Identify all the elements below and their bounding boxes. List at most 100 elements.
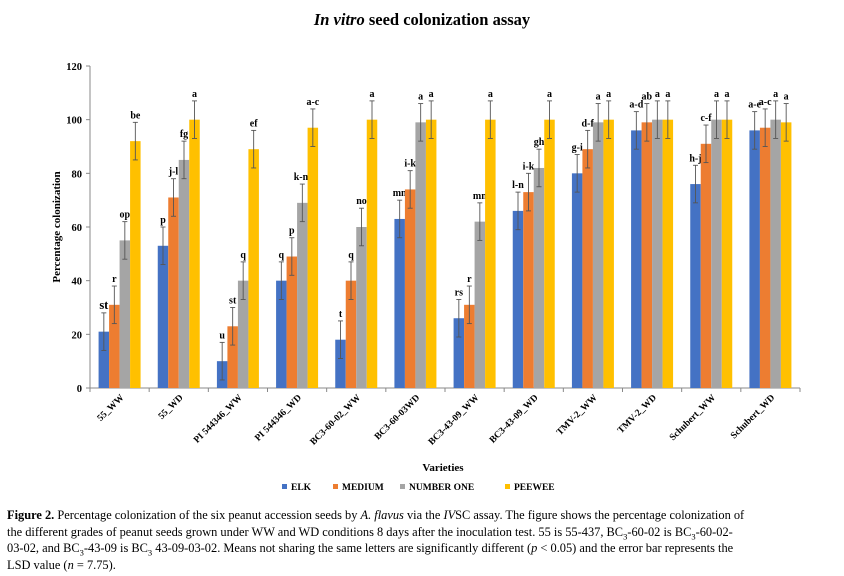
- bar-number-one: [119, 240, 131, 388]
- y-tick-label: 80: [72, 169, 83, 180]
- significance-label: st: [229, 296, 237, 307]
- legend-swatch: [333, 484, 338, 489]
- bar-number-one: [533, 167, 545, 388]
- bar-number-one: [415, 122, 426, 388]
- significance-label: ef: [250, 118, 258, 129]
- significance-label: a-c: [306, 97, 319, 108]
- significance-label: a: [725, 89, 730, 100]
- caption-lead: Figure 2.: [7, 508, 55, 522]
- y-tick-label: 40: [72, 277, 83, 288]
- significance-label: no: [356, 196, 367, 207]
- bar-peewee: [248, 149, 259, 388]
- legend-swatch: [505, 484, 510, 489]
- significance-label: gh: [534, 137, 545, 148]
- significance-label: c-f: [700, 113, 712, 124]
- significance-label: i-k: [404, 159, 416, 170]
- bar-number-one: [652, 119, 663, 389]
- significance-label: a: [370, 89, 375, 100]
- x-tick-label: 55_WW: [96, 393, 127, 424]
- legend-label: ELK: [291, 483, 312, 493]
- figure-caption: Figure 2. Percentage colonization of the…: [7, 507, 844, 573]
- legend: ELK MEDIUM NUMBER ONE PEEWEE: [282, 483, 555, 493]
- significance-label: q: [348, 250, 354, 261]
- bar-elk: [98, 331, 110, 388]
- significance-label: a: [773, 89, 778, 100]
- significance-label: a: [547, 89, 552, 100]
- x-tick-label: BC3-43-09_WW: [427, 393, 482, 448]
- bar-elk: [276, 280, 287, 388]
- significance-label: q: [279, 250, 285, 261]
- significance-label: a: [714, 89, 719, 100]
- caption-line-4: LSD value (n = 7.75).: [7, 557, 116, 572]
- significance-label: a-e: [748, 100, 761, 111]
- x-tick-label: BC3-60-02_WW: [309, 393, 364, 448]
- bar-medium: [227, 326, 238, 388]
- bar-peewee: [662, 119, 674, 389]
- significance-label: a: [596, 92, 601, 103]
- significance-label: mn: [393, 188, 407, 199]
- bar-peewee: [780, 122, 792, 388]
- bar-medium: [523, 192, 534, 388]
- bar-elk: [749, 130, 760, 388]
- x-axis-label: Varieties: [422, 462, 464, 474]
- bar-medium: [345, 280, 357, 388]
- bar-elk: [394, 218, 405, 388]
- x-tick-label: Schubert_WD: [729, 393, 777, 441]
- significance-label: a: [606, 89, 611, 100]
- significance-label: j-l: [168, 167, 179, 178]
- bar-medium: [582, 149, 593, 388]
- y-axis-label: Percentage colonization: [51, 171, 63, 282]
- bar-medium: [286, 256, 298, 388]
- y-tick-label: 60: [72, 223, 83, 234]
- significance-label: q: [240, 250, 246, 261]
- significance-label: t: [339, 309, 343, 320]
- bar-number-one: [474, 221, 486, 388]
- significance-label: u: [219, 330, 225, 341]
- x-tick-label: PI 544346_WW: [192, 393, 245, 446]
- significance-label: a: [418, 92, 423, 103]
- legend-label: MEDIUM: [342, 483, 384, 493]
- bar-medium: [759, 127, 771, 388]
- bar-number-one: [770, 119, 781, 389]
- significance-label: a: [665, 89, 670, 100]
- significance-label: a: [655, 89, 660, 100]
- bar-medium: [700, 143, 712, 388]
- bar-elk: [512, 210, 524, 388]
- legend-label: NUMBER ONE: [409, 483, 474, 493]
- bar-peewee: [366, 119, 378, 389]
- bar-peewee: [544, 119, 555, 389]
- bar-peewee: [721, 119, 733, 389]
- significance-label: a: [784, 92, 789, 103]
- significance-label: r: [467, 274, 472, 285]
- legend-label: PEEWEE: [514, 483, 555, 493]
- bar-elk: [157, 245, 169, 388]
- x-tick-label: 55_WD: [157, 393, 186, 422]
- bar-elk: [335, 339, 346, 388]
- bar-peewee: [485, 119, 496, 389]
- bar-number-one: [592, 122, 604, 388]
- bar-elk: [690, 184, 701, 388]
- caption-line-3: 03-02, and BC3-43-09 is BC3 43-09-03-02.…: [7, 541, 734, 558]
- significance-label: k-m: [294, 172, 312, 183]
- significance-label: fg: [180, 129, 188, 140]
- x-tick-label: TMV-2_WW: [555, 393, 600, 438]
- legend-swatch: [282, 484, 287, 489]
- caption-line-1: Figure 2. Percentage colonization of the…: [7, 508, 745, 522]
- bar-elk: [453, 318, 465, 388]
- bar-elk: [631, 130, 642, 388]
- x-tick-label: BC3-60-03WD: [373, 393, 422, 442]
- bar-number-one: [356, 227, 367, 388]
- bar-peewee: [130, 141, 141, 388]
- bar-number-one: [178, 159, 190, 388]
- x-tick-label: TMV-2_WD: [616, 393, 659, 436]
- significance-label: r: [112, 274, 117, 285]
- significance-label: p: [289, 226, 295, 237]
- significance-label: op: [120, 210, 131, 221]
- bar-elk: [571, 173, 583, 388]
- bar-peewee: [189, 119, 200, 389]
- significance-label: d-f: [582, 118, 595, 129]
- y-tick-label: 20: [72, 330, 83, 341]
- significance-label: a: [429, 89, 434, 100]
- significance-label: h-j: [689, 153, 701, 164]
